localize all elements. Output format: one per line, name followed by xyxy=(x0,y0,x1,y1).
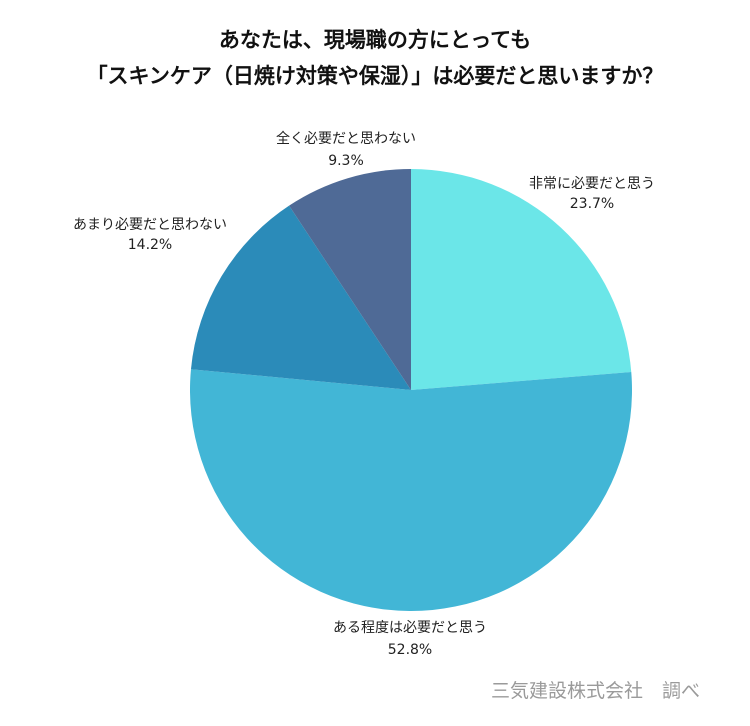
slice-label-4: 全く必要だと思わない xyxy=(276,130,416,147)
chart-title-line-1: あなたは、現場職の方にとっても xyxy=(218,28,532,52)
source-credit: 三気建設株式会社 調べ xyxy=(490,680,700,702)
pie-slice-4 xyxy=(289,169,411,390)
pie-slice-1 xyxy=(411,169,632,390)
slice-label-1: 非常に必要だと思う xyxy=(529,176,655,192)
slice-value-label-2: 52.8% xyxy=(388,642,432,658)
chart-title-line-2: 「スキンケア（日焼け対策や保湿）」は必要だと思いますか？ xyxy=(86,64,664,88)
slice-value-label-1: 23.7% xyxy=(570,196,614,212)
pie-slice-3 xyxy=(190,205,411,390)
slice-value-label-4: 9.3% xyxy=(328,153,364,169)
pie-labels: 非常に必要だと思う 23.7% ある程度は必要だと思う 52.8% あまり必要だと思わな… xyxy=(73,130,655,658)
slice-label-3: あまり必要だと思わない xyxy=(73,217,227,233)
slice-label-2: ある程度は必要だと思う xyxy=(333,620,487,636)
chart-title: あなたは、現場職の方にとっても 「スキンケア（日焼け対策や保湿）」は必要だと思い… xyxy=(0,22,750,94)
slice-value-label-3: 14.2% xyxy=(128,237,172,253)
pie-slices xyxy=(189,169,632,612)
pie-slice-2 xyxy=(189,369,632,612)
